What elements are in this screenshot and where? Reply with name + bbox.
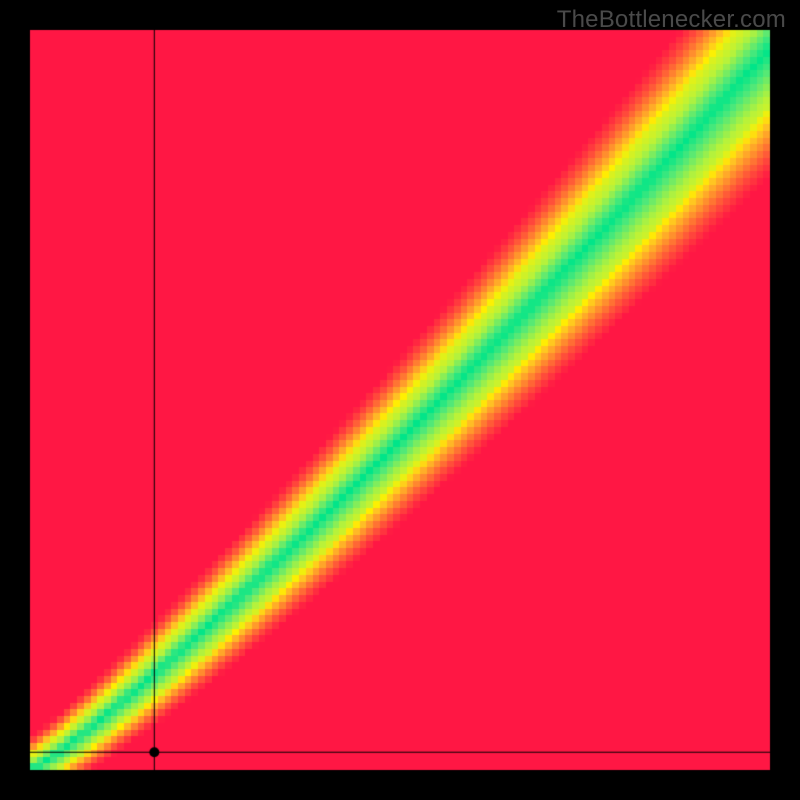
bottleneck-heatmap [0, 0, 800, 800]
watermark-label: TheBottlenecker.com [557, 6, 786, 34]
